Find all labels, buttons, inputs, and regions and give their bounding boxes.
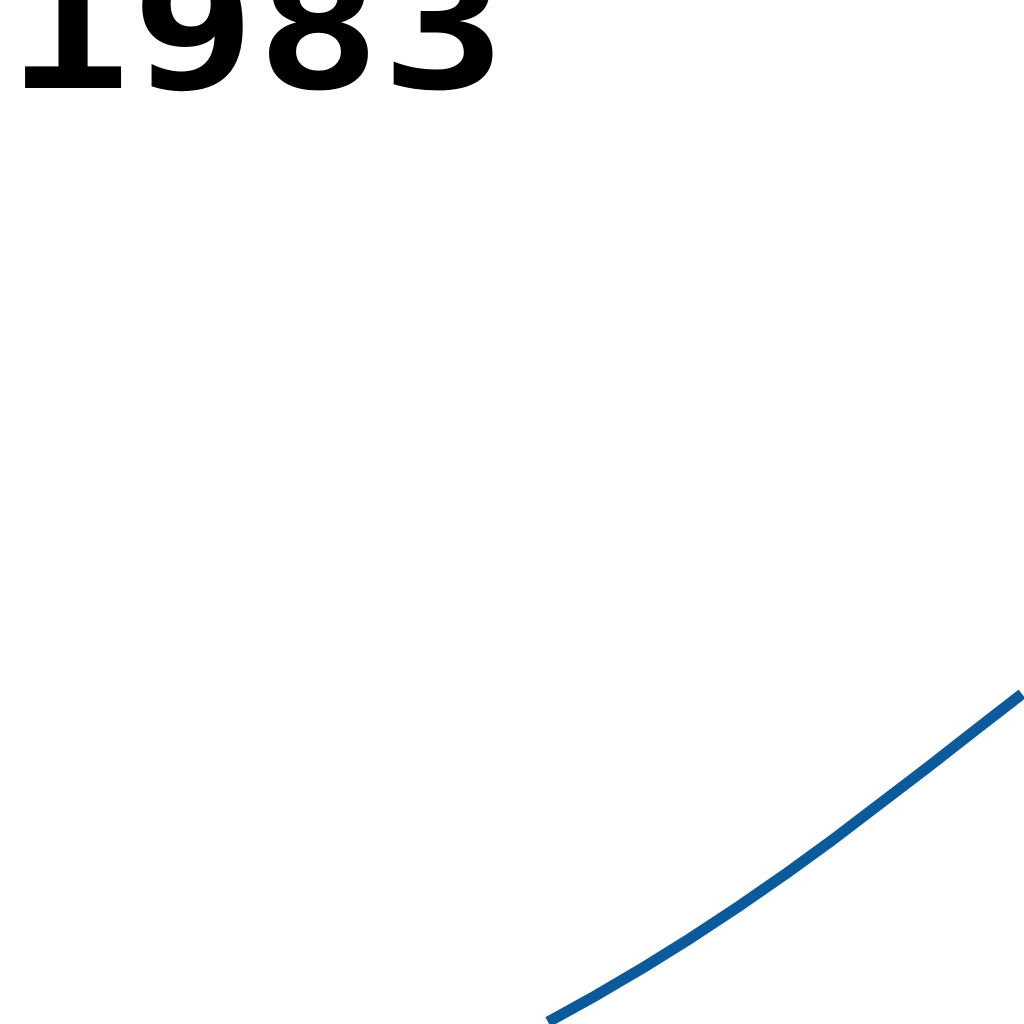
tick-label: 1983 xyxy=(6,0,506,129)
tick-label-group: 1983 xyxy=(6,0,506,129)
series-line-0 xyxy=(545,689,1024,1024)
series-group xyxy=(545,689,1024,1024)
